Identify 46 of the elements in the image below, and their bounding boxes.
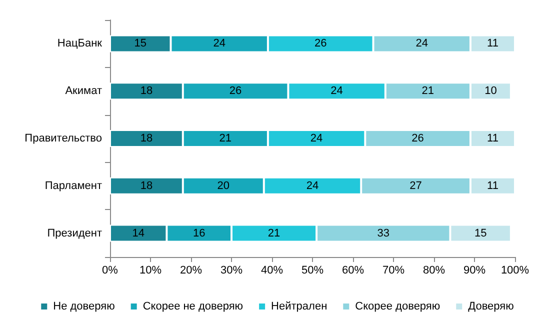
y-tick-label: НацБанк bbox=[57, 38, 102, 50]
data-label: 20 bbox=[217, 180, 230, 192]
data-label: 14 bbox=[132, 227, 144, 240]
x-tick-label: 10% bbox=[139, 264, 162, 276]
data-label: 26 bbox=[229, 85, 242, 98]
data-label: 21 bbox=[422, 85, 434, 98]
x-tick-label: 90% bbox=[463, 264, 486, 276]
legend-label: Нейтрален bbox=[271, 300, 328, 312]
data-label: 11 bbox=[487, 38, 498, 50]
data-label: 18 bbox=[140, 132, 153, 144]
legend-label: Не доверяю bbox=[53, 300, 115, 312]
x-tick-label: 30% bbox=[220, 264, 243, 276]
data-label: 10 bbox=[484, 85, 497, 98]
x-tick-label: 70% bbox=[382, 264, 405, 276]
data-label: 27 bbox=[410, 180, 422, 192]
data-label: 18 bbox=[140, 85, 153, 98]
data-label: 15 bbox=[134, 38, 146, 50]
data-label: 15 bbox=[474, 227, 487, 240]
legend-label: Доверяю bbox=[468, 300, 514, 312]
data-label: 24 bbox=[306, 180, 319, 192]
data-label: 11 bbox=[487, 180, 498, 192]
x-tick-label: 50% bbox=[301, 264, 324, 276]
x-tick-label: 60% bbox=[342, 264, 364, 276]
data-label: 24 bbox=[330, 85, 343, 98]
data-label: 24 bbox=[213, 38, 226, 50]
data-label: 21 bbox=[268, 227, 280, 240]
x-tick-label: 40% bbox=[260, 264, 284, 276]
x-tick-label: 80% bbox=[422, 264, 446, 276]
data-label: 24 bbox=[416, 38, 428, 50]
x-tick-label: 20% bbox=[180, 264, 202, 276]
y-tick-label: Правительство bbox=[24, 132, 102, 144]
y-tick-label: Президент bbox=[47, 227, 102, 240]
data-label: 26 bbox=[314, 38, 327, 50]
legend-label: Скорее не доверяю bbox=[142, 300, 244, 312]
legend-label: Скорее доверяю bbox=[355, 300, 440, 312]
data-label: 21 bbox=[219, 132, 232, 144]
x-tick-label: 100% bbox=[500, 264, 530, 276]
data-label: 26 bbox=[412, 132, 424, 144]
x-tick-label: 0% bbox=[102, 264, 118, 276]
data-label: 16 bbox=[192, 227, 206, 240]
data-label: 11 bbox=[487, 132, 498, 144]
y-tick-label: Акимат bbox=[65, 85, 102, 98]
data-label: 18 bbox=[140, 180, 153, 192]
data-label: 24 bbox=[310, 132, 323, 144]
y-tick-label: Парламент bbox=[44, 180, 102, 192]
data-label: 33 bbox=[377, 227, 390, 240]
